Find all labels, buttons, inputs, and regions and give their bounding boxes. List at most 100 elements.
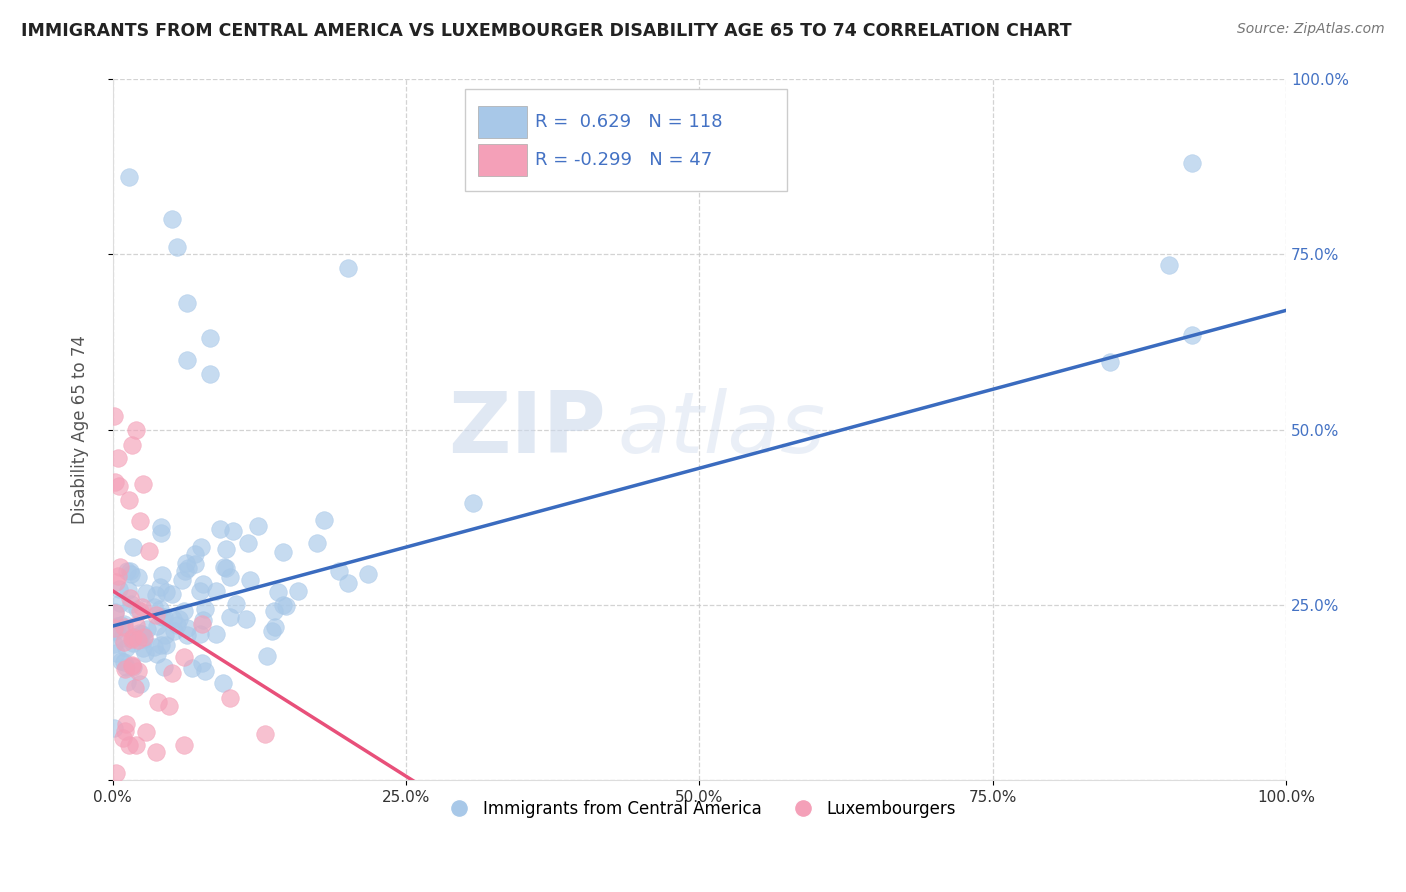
Point — [129, 514, 152, 528]
Point — [177, 561, 200, 575]
Point — [118, 170, 141, 185]
Point — [104, 646, 127, 660]
Point — [110, 618, 132, 632]
Point — [155, 585, 177, 599]
Point — [104, 606, 127, 620]
Point — [152, 610, 174, 624]
Point — [162, 612, 184, 626]
Point — [173, 605, 195, 619]
Point — [163, 624, 186, 639]
Point — [122, 660, 145, 674]
Point — [114, 662, 136, 676]
Point — [235, 612, 257, 626]
Point — [150, 567, 173, 582]
Point — [264, 620, 287, 634]
Point — [218, 610, 240, 624]
Point — [131, 626, 153, 640]
Point — [336, 261, 359, 276]
Point — [125, 618, 148, 632]
Point — [120, 598, 142, 612]
Point — [132, 640, 155, 655]
Point — [121, 658, 143, 673]
Point — [120, 566, 142, 581]
Point — [121, 438, 143, 452]
Point — [215, 561, 238, 575]
Point — [108, 479, 131, 493]
Point — [188, 583, 211, 598]
Point — [246, 519, 269, 533]
Point — [118, 591, 141, 606]
Point — [117, 582, 139, 597]
Point — [1157, 258, 1180, 272]
Point — [121, 632, 143, 646]
Point — [111, 631, 134, 645]
Point — [149, 580, 172, 594]
Point — [122, 631, 145, 645]
Point — [121, 540, 143, 554]
Y-axis label: Disability Age 65 to 74: Disability Age 65 to 74 — [72, 335, 89, 524]
Point — [145, 745, 167, 759]
Point — [128, 626, 150, 640]
Point — [146, 618, 169, 632]
Point — [160, 665, 183, 680]
Point — [193, 577, 215, 591]
Point — [103, 621, 125, 635]
Point — [107, 568, 129, 582]
Point — [125, 423, 148, 437]
Point — [127, 664, 149, 678]
Point — [328, 564, 350, 578]
Point — [176, 621, 198, 635]
Text: R = -0.299   N = 47: R = -0.299 N = 47 — [536, 152, 713, 169]
Point — [218, 570, 240, 584]
Text: Source: ZipAtlas.com: Source: ZipAtlas.com — [1237, 22, 1385, 37]
Point — [125, 738, 148, 752]
Point — [115, 565, 138, 579]
Point — [120, 564, 142, 578]
Point — [129, 627, 152, 641]
Point — [115, 717, 138, 731]
Point — [105, 618, 128, 632]
Point — [108, 582, 131, 596]
Point — [191, 613, 214, 627]
Point — [146, 647, 169, 661]
Point — [146, 695, 169, 709]
Point — [190, 540, 212, 554]
Point — [222, 524, 245, 538]
Point — [174, 564, 197, 578]
Point — [198, 331, 221, 345]
Point — [160, 587, 183, 601]
Point — [150, 610, 173, 624]
Point — [160, 212, 183, 227]
Point — [142, 599, 165, 614]
Point — [104, 765, 127, 780]
Point — [127, 602, 149, 616]
Point — [181, 661, 204, 675]
Point — [132, 476, 155, 491]
Point — [188, 627, 211, 641]
Point — [108, 596, 131, 610]
Point — [276, 599, 298, 613]
Point — [312, 513, 335, 527]
Point — [155, 638, 177, 652]
Point — [128, 676, 150, 690]
Point — [225, 597, 247, 611]
Point — [1181, 327, 1204, 342]
Point — [131, 600, 153, 615]
Text: atlas: atlas — [617, 388, 825, 471]
Point — [107, 450, 129, 465]
Point — [110, 559, 132, 574]
Text: R =  0.629   N = 118: R = 0.629 N = 118 — [536, 112, 723, 131]
Point — [112, 634, 135, 648]
Point — [121, 630, 143, 644]
Point — [212, 676, 235, 690]
Point — [271, 545, 294, 559]
Point — [287, 584, 309, 599]
Point — [138, 544, 160, 558]
Point — [104, 605, 127, 619]
Point — [122, 636, 145, 650]
Point — [112, 619, 135, 633]
Point — [150, 526, 173, 541]
Point — [271, 598, 294, 612]
Point — [115, 660, 138, 674]
Point — [149, 602, 172, 616]
